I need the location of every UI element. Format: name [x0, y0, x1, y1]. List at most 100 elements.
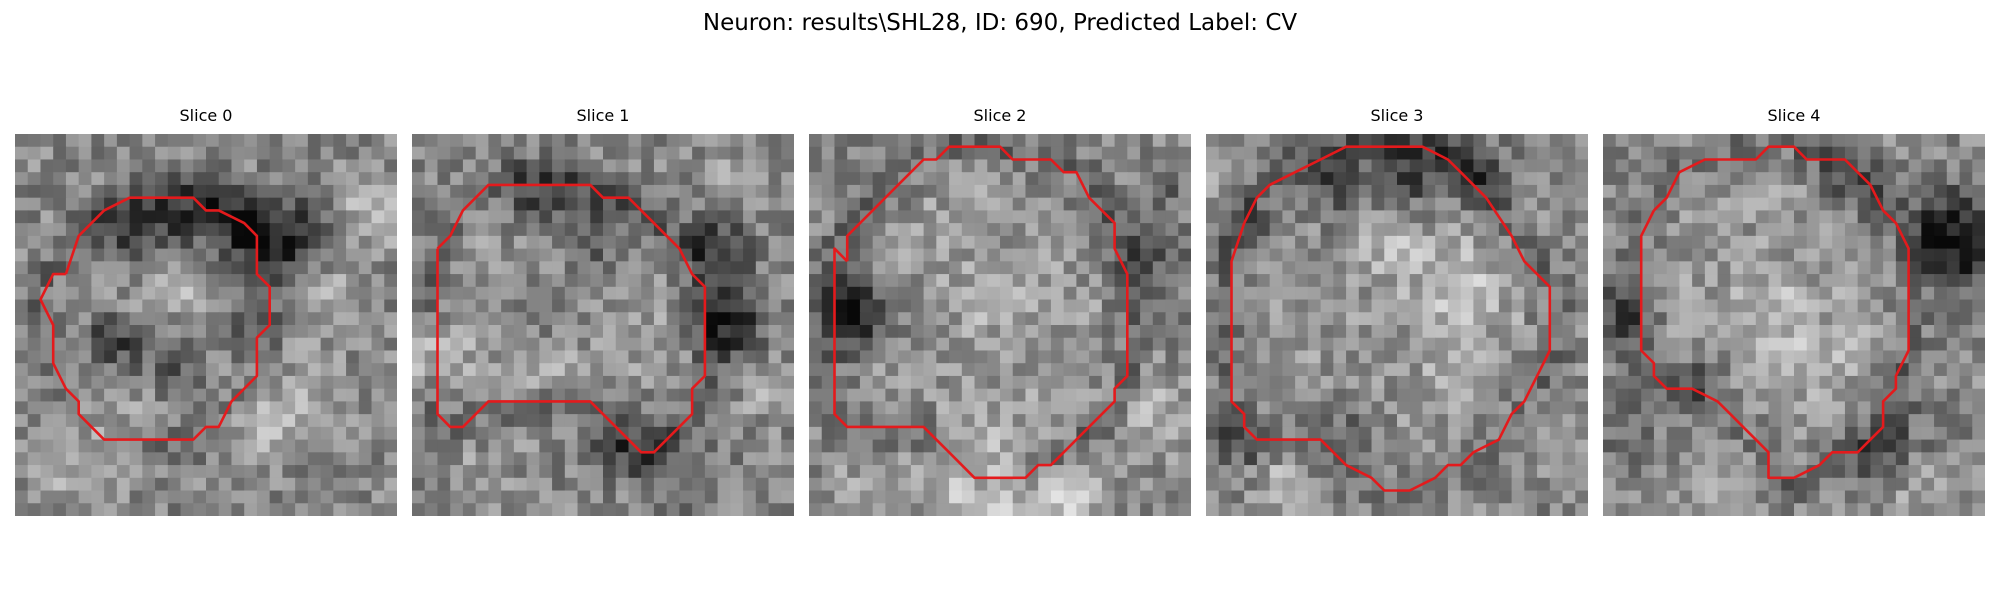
- pixel: [1549, 184, 1564, 199]
- pixel: [384, 172, 397, 186]
- pixel: [1114, 134, 1128, 148]
- pixel: [424, 503, 439, 516]
- pixel: [142, 312, 156, 326]
- pixel: [898, 325, 912, 339]
- pixel: [1730, 261, 1744, 275]
- pixel: [628, 299, 642, 313]
- pixel: [1562, 159, 1576, 173]
- pixel: [180, 261, 194, 275]
- pixel: [513, 503, 528, 516]
- pixel: [1704, 146, 1719, 161]
- pixel: [872, 248, 886, 262]
- pixel: [641, 197, 655, 211]
- pixel: [53, 235, 67, 250]
- pixel: [1140, 490, 1154, 504]
- pixel: [295, 261, 309, 275]
- pixel: [1140, 325, 1154, 339]
- pixel: [768, 274, 782, 288]
- pixel: [1806, 477, 1821, 492]
- pixel: [1127, 172, 1141, 186]
- pixel: [295, 426, 309, 441]
- pixel: [1806, 159, 1821, 173]
- pixel: [488, 439, 502, 453]
- pixel: [1140, 426, 1154, 441]
- pixel: [1397, 146, 1411, 161]
- pixel: [1755, 465, 1770, 479]
- pixel: [193, 388, 207, 402]
- pixel: [539, 350, 553, 364]
- pixel: [1883, 337, 1897, 352]
- pixel: [1857, 490, 1871, 504]
- pixel: [1857, 235, 1871, 250]
- pixel: [743, 134, 757, 148]
- pixel: [1218, 477, 1233, 492]
- pixel: [1140, 146, 1154, 161]
- pixel: [1498, 299, 1513, 313]
- pixel: [1743, 210, 1757, 224]
- pixel: [961, 223, 976, 237]
- pixel: [1781, 452, 1795, 466]
- pixel: [1743, 159, 1757, 173]
- pixel: [1844, 210, 1859, 224]
- pixel: [1063, 159, 1077, 173]
- pixel: [1883, 223, 1897, 237]
- pixel: [15, 401, 29, 415]
- pixel: [104, 248, 118, 262]
- pixel: [1562, 337, 1576, 352]
- pixel: [1384, 274, 1398, 288]
- pixel: [961, 172, 976, 186]
- pixel: [1358, 146, 1373, 161]
- pixel: [1460, 503, 1474, 516]
- pixel: [847, 426, 861, 441]
- pixel: [475, 350, 489, 364]
- pixel: [1307, 414, 1322, 428]
- pixel: [1282, 375, 1296, 390]
- pixel: [1371, 184, 1385, 199]
- pixel: [1755, 184, 1770, 199]
- pixel: [1460, 325, 1474, 339]
- pixel: [346, 184, 360, 199]
- pixel: [653, 350, 668, 364]
- pixel: [1641, 172, 1655, 186]
- pixel: [1038, 350, 1052, 364]
- pixel: [1615, 490, 1630, 504]
- pixel: [1524, 439, 1538, 453]
- pixel: [1050, 146, 1065, 161]
- pixel: [704, 465, 719, 479]
- pixel: [1244, 159, 1258, 173]
- pixel: [1307, 439, 1322, 453]
- pixel: [1256, 337, 1271, 352]
- slice-title: Slice 1: [576, 106, 630, 125]
- pixel: [577, 134, 591, 148]
- pixel: [488, 388, 502, 402]
- pixel: [1050, 248, 1065, 262]
- pixel: [628, 452, 642, 466]
- pixel: [1256, 197, 1271, 211]
- pixel: [936, 325, 950, 339]
- pixel: [1870, 274, 1884, 288]
- pixel: [513, 477, 528, 492]
- pixel: [384, 426, 397, 441]
- pixel: [488, 490, 502, 504]
- pixel: [513, 210, 528, 224]
- pixel: [692, 490, 706, 504]
- pixel: [1012, 426, 1027, 441]
- pixel: [53, 286, 67, 301]
- pixel: [834, 274, 848, 288]
- pixel: [1908, 401, 1922, 415]
- pixel: [847, 159, 861, 173]
- pixel: [129, 172, 143, 186]
- pixel: [1050, 439, 1065, 453]
- pixel: [809, 325, 823, 339]
- pixel: [1127, 134, 1141, 148]
- pixel: [91, 299, 105, 313]
- pixel: [295, 235, 309, 250]
- pixel: [1575, 261, 1588, 275]
- pixel: [1063, 286, 1077, 301]
- pixel: [244, 261, 258, 275]
- pixel: [692, 503, 706, 516]
- pixel: [256, 210, 271, 224]
- pixel: [116, 426, 131, 441]
- pixel: [193, 312, 207, 326]
- pixel: [730, 325, 744, 339]
